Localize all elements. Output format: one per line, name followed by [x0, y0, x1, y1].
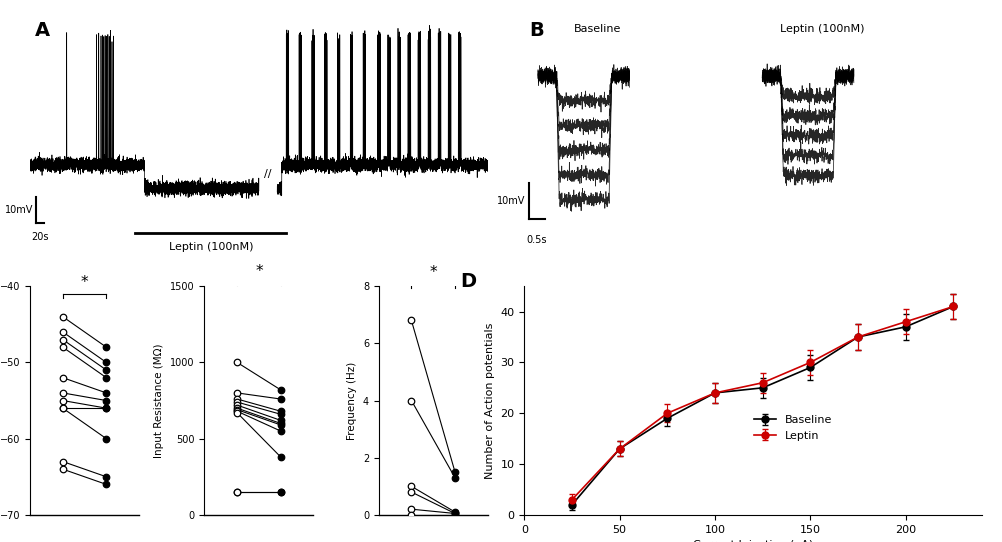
- Point: [98, 396, 114, 405]
- Legend: Baseline, Leptin: Baseline, Leptin: [749, 411, 837, 445]
- Point: [229, 405, 245, 414]
- Point: [404, 482, 420, 491]
- Point: [55, 389, 71, 397]
- Point: [55, 404, 71, 412]
- Point: [404, 316, 420, 325]
- Point: [98, 366, 114, 375]
- Text: //: //: [265, 169, 272, 179]
- Point: [98, 358, 114, 367]
- Point: [404, 488, 420, 496]
- Text: A: A: [35, 21, 50, 40]
- Point: [273, 416, 289, 425]
- Point: [55, 335, 71, 344]
- Point: [229, 389, 245, 397]
- Point: [98, 343, 114, 352]
- Point: [273, 453, 289, 461]
- Text: Baseline: Baseline: [574, 24, 621, 34]
- Point: [273, 410, 289, 418]
- Text: *: *: [256, 263, 263, 279]
- Point: [55, 343, 71, 352]
- Text: Leptin (100nM): Leptin (100nM): [780, 24, 864, 34]
- Point: [404, 505, 420, 513]
- Point: [98, 404, 114, 412]
- Point: [273, 385, 289, 394]
- Point: [447, 511, 463, 519]
- Point: [229, 488, 245, 496]
- Point: [229, 401, 245, 409]
- Point: [229, 395, 245, 403]
- Point: [447, 509, 463, 518]
- Point: [98, 473, 114, 481]
- Point: [55, 396, 71, 405]
- Text: Leptin (100nM): Leptin (100nM): [168, 242, 254, 253]
- Point: [229, 488, 245, 496]
- Text: 0.5s: 0.5s: [527, 235, 547, 245]
- Point: [447, 468, 463, 476]
- Point: [55, 465, 71, 474]
- Point: [273, 488, 289, 496]
- Text: D: D: [460, 273, 476, 292]
- Point: [273, 427, 289, 435]
- X-axis label: Current Injection (pA): Current Injection (pA): [693, 540, 814, 542]
- Point: [55, 312, 71, 321]
- Point: [55, 404, 71, 412]
- Point: [447, 508, 463, 517]
- Text: *: *: [81, 275, 88, 290]
- Text: 10mV: 10mV: [5, 205, 34, 215]
- Point: [229, 398, 245, 406]
- Point: [273, 488, 289, 496]
- Point: [229, 407, 245, 416]
- Point: [55, 457, 71, 466]
- Text: 20s: 20s: [31, 232, 48, 242]
- Point: [229, 358, 245, 367]
- Text: *: *: [430, 266, 437, 280]
- Text: B: B: [529, 21, 544, 40]
- Point: [55, 327, 71, 336]
- Point: [98, 373, 114, 382]
- Y-axis label: Input Resistance (MΩ): Input Resistance (MΩ): [154, 343, 164, 458]
- Point: [98, 434, 114, 443]
- Point: [273, 395, 289, 403]
- Text: 10mV: 10mV: [497, 196, 525, 207]
- Y-axis label: Number of Action potentials: Number of Action potentials: [485, 322, 495, 479]
- Point: [404, 396, 420, 405]
- Point: [98, 389, 114, 397]
- Point: [229, 404, 245, 412]
- Y-axis label: Frequency (Hz): Frequency (Hz): [348, 362, 358, 440]
- Point: [273, 407, 289, 416]
- Point: [447, 509, 463, 518]
- Point: [404, 511, 420, 519]
- Point: [98, 480, 114, 489]
- Point: [273, 419, 289, 428]
- Point: [447, 473, 463, 482]
- Point: [229, 408, 245, 417]
- Point: [55, 373, 71, 382]
- Point: [98, 404, 114, 412]
- Point: [273, 421, 289, 429]
